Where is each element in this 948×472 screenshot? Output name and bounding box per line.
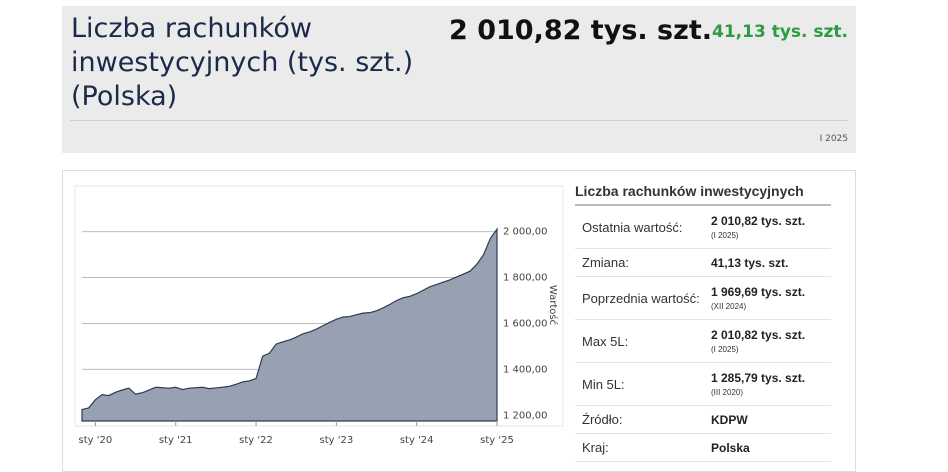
row-value: 2 010,82 tys. szt. [711,328,806,342]
area [81,227,498,422]
table-row: Kraj: Polska [575,434,831,462]
divider [70,120,848,121]
row-value-cell: Polska [711,441,750,455]
info-table: Liczba rachunków inwestycyjnych Ostatnia… [575,183,831,462]
row-value: 1 969,69 tys. szt. [711,285,806,299]
x-tick-label: sty '25 [480,435,514,446]
y-tick-label: 1 800,00 [503,273,548,284]
row-value: Polska [711,440,750,455]
row-value: 1 285,79 tys. szt. [711,371,806,385]
row-note: (XII 2024) [711,302,747,311]
row-value-cell: KDPW [711,413,748,427]
y-axis-title: Wartość [547,285,559,325]
row-note: (III 2020) [711,388,744,397]
header: Liczba rachunków inwestycyjnych (tys. sz… [62,6,856,153]
plot-frame [74,185,564,427]
x-tick-label: sty '23 [320,435,354,446]
row-label: Poprzednia wartość: [582,290,700,306]
y-tick-label: 1 200,00 [503,410,548,421]
title: Liczba rachunków inwestycyjnych (tys. sz… [71,13,414,112]
x-tick-label: sty '21 [159,435,193,446]
row-note: (I 2025) [711,345,739,354]
row-label: Min 5L: [582,376,625,392]
row-label: Zmiana: [582,255,629,270]
row-value-cell: 1 969,69 tys. szt. (XII 2024) [711,285,805,311]
row-value: 41,13 tys. szt. [711,255,789,270]
table-body: Ostatnia wartość: 2 010,82 tys. szt. (I 20… [575,206,831,462]
row-value-cell: 2 010,82 tys. szt. (I 2025) [711,214,805,240]
table-row: Ostatnia wartość: 2 010,82 tys. szt. (I 20… [575,206,831,249]
table-row: Poprzednia wartość: 1 969,69 tys. szt. (XI… [575,277,831,320]
x-tick-label: sty '20 [79,435,113,446]
row-note: (I 2025) [711,231,739,240]
row-label: Max 5L: [582,333,629,349]
row-label: Źródło: [582,412,623,427]
period: I 2025 [819,134,848,144]
change: 41,13 tys. szt. [712,22,848,42]
row-value-cell: 1 285,79 tys. szt. (III 2020) [711,371,805,397]
y-tick-label: 2 000,00 [503,227,548,238]
x-tick-label: sty '24 [400,435,434,446]
table-row: Max 5L: 2 010,82 tys. szt. (I 2025) [575,320,831,363]
row-label: Ostatnia wartość: [582,219,683,235]
row-value: KDPW [711,412,748,427]
table-row: Min 5L: 1 285,79 tys. szt. (III 2020) [575,363,831,406]
table-row: Źródło: KDPW [575,406,831,434]
y-tick-label: 1 400,00 [503,364,548,375]
row-label: Kraj: [582,440,609,455]
current-value: 2 010,82 tys. szt. [449,15,712,46]
row-value-cell: 41,13 tys. szt. [711,256,788,270]
y-tick-label: 1 600,00 [503,318,548,329]
table-row: Zmiana: 41,13 tys. szt. [575,249,831,277]
row-value-cell: 2 010,82 tys. szt. (I 2025) [711,328,805,354]
table-title: Liczba rachunków inwestycyjnych [575,183,831,206]
row-value: 2 010,82 tys. szt. [711,214,806,228]
x-tick-label: sty '22 [239,435,273,446]
